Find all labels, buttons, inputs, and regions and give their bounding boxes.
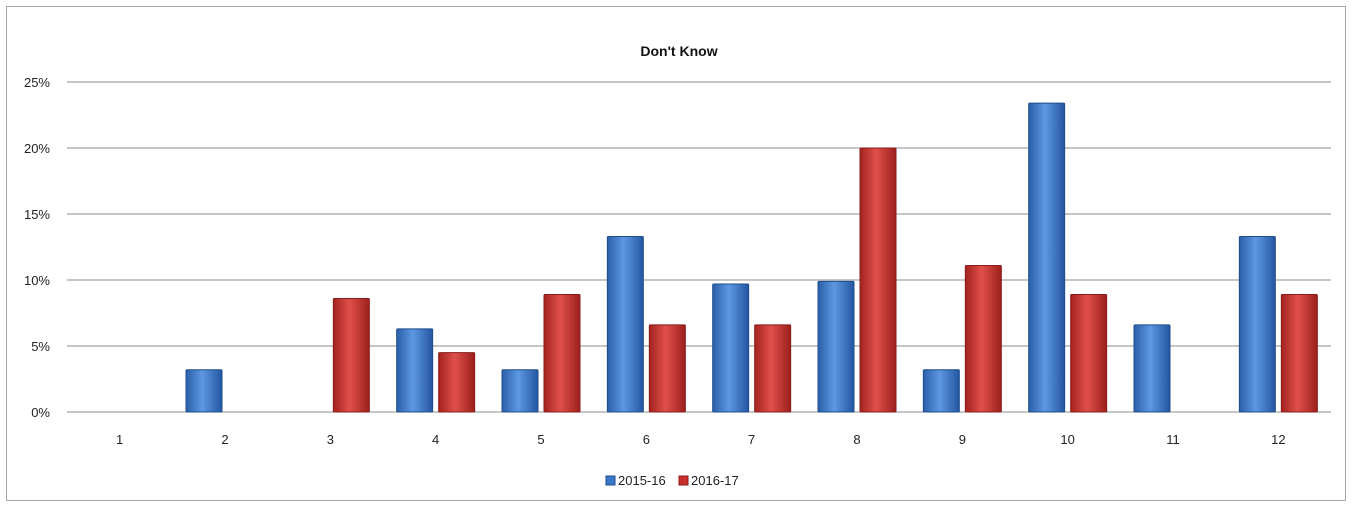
y-axis-tick-labels: 0% 5% 10% 15% 20% 25% bbox=[24, 75, 50, 420]
x-tick-label: 10 bbox=[1060, 432, 1074, 447]
x-tick-label: 8 bbox=[853, 432, 860, 447]
bar-2015-16-11 bbox=[1133, 324, 1171, 413]
bar-2016-17-5 bbox=[543, 294, 581, 413]
bars bbox=[185, 102, 1318, 413]
bar-2016-17-4 bbox=[438, 352, 476, 413]
bar-2015-16-6 bbox=[606, 235, 644, 413]
bar-2016-17-6 bbox=[648, 324, 686, 413]
x-tick-label: 5 bbox=[537, 432, 544, 447]
x-tick-label: 4 bbox=[432, 432, 439, 447]
bar-2015-16-2 bbox=[185, 369, 223, 413]
y-tick-label: 15% bbox=[24, 207, 50, 222]
bar-2015-16-10 bbox=[1028, 102, 1066, 413]
x-tick-label: 6 bbox=[643, 432, 650, 447]
y-tick-label: 10% bbox=[24, 273, 50, 288]
gridlines bbox=[67, 81, 1331, 413]
y-tick-label: 20% bbox=[24, 141, 50, 156]
x-tick-label: 2 bbox=[221, 432, 228, 447]
x-tick-label: 12 bbox=[1271, 432, 1285, 447]
bar-2015-16-9 bbox=[922, 369, 960, 413]
x-tick-label: 7 bbox=[748, 432, 755, 447]
chart-frame bbox=[6, 6, 1346, 501]
x-axis-tick-labels: 1 2 3 4 5 6 7 8 9 10 11 12 bbox=[116, 432, 1286, 447]
bar-2016-17-12 bbox=[1280, 294, 1318, 413]
chart-title: Don't Know bbox=[640, 43, 717, 59]
y-tick-label: 5% bbox=[31, 339, 50, 354]
bar-2016-17-7 bbox=[754, 324, 792, 413]
y-tick-label: 0% bbox=[31, 405, 50, 420]
legend: 2015-16 2016-17 bbox=[605, 473, 739, 488]
bar-2016-17-8 bbox=[859, 147, 897, 413]
bar-2016-17-10 bbox=[1070, 294, 1108, 413]
bar-2016-17-3 bbox=[332, 297, 370, 413]
bar-2015-16-12 bbox=[1238, 235, 1276, 413]
bar-2016-17-9 bbox=[964, 264, 1002, 413]
x-tick-label: 1 bbox=[116, 432, 123, 447]
legend-swatch-2016-17 bbox=[678, 475, 689, 486]
x-tick-label: 9 bbox=[959, 432, 966, 447]
y-tick-label: 25% bbox=[24, 75, 50, 90]
x-tick-label: 3 bbox=[327, 432, 334, 447]
bar-2015-16-7 bbox=[712, 283, 750, 413]
bar-2015-16-8 bbox=[817, 280, 855, 413]
legend-label-2015-16: 2015-16 bbox=[618, 473, 666, 488]
legend-swatch-2015-16 bbox=[605, 475, 616, 486]
bar-2015-16-5 bbox=[501, 369, 539, 413]
bar-2015-16-4 bbox=[396, 328, 434, 413]
legend-label-2016-17: 2016-17 bbox=[691, 473, 739, 488]
x-tick-label: 11 bbox=[1166, 432, 1180, 447]
